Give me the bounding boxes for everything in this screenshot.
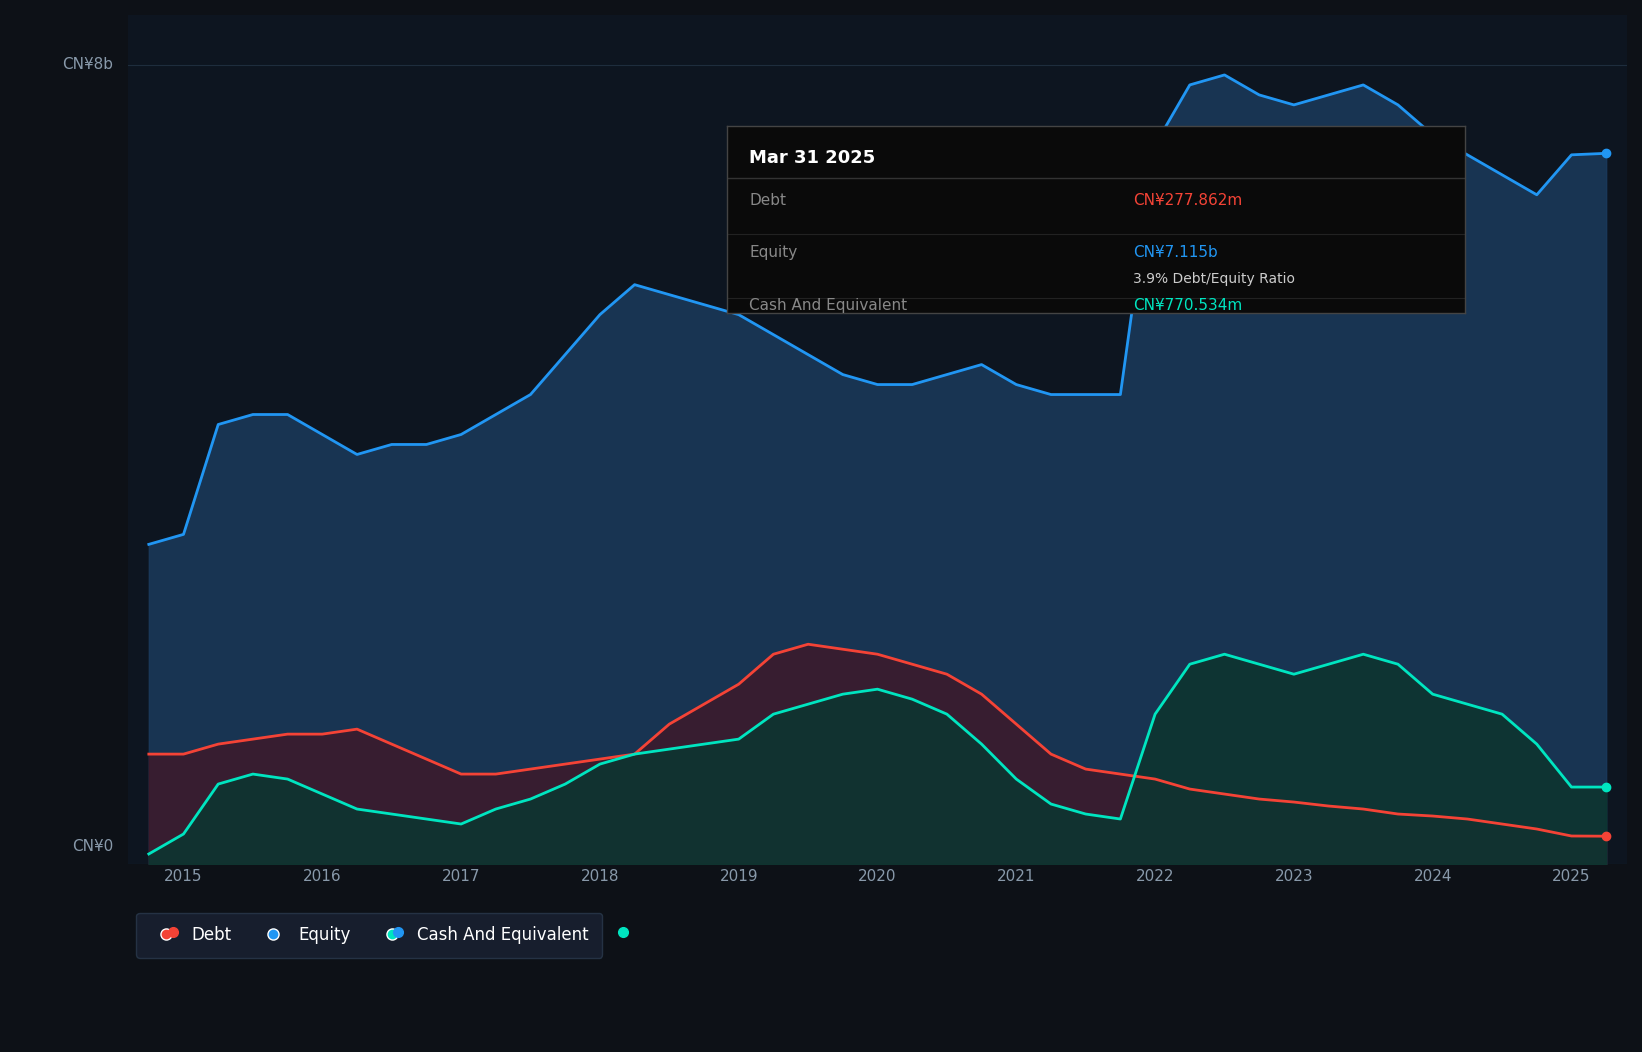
Legend: Debt, Equity, Cash And Equivalent: Debt, Equity, Cash And Equivalent <box>136 913 603 957</box>
Text: Cash And Equivalent: Cash And Equivalent <box>749 298 908 312</box>
Text: CN¥7.115b: CN¥7.115b <box>1133 245 1218 261</box>
Text: CN¥0: CN¥0 <box>72 839 113 854</box>
Text: Equity: Equity <box>749 245 798 261</box>
Text: CN¥8b: CN¥8b <box>62 58 113 73</box>
Text: CN¥770.534m: CN¥770.534m <box>1133 298 1243 312</box>
Text: Mar 31 2025: Mar 31 2025 <box>749 148 875 166</box>
Text: Debt: Debt <box>749 194 787 208</box>
Text: CN¥277.862m: CN¥277.862m <box>1133 194 1243 208</box>
Text: 3.9% Debt/Equity Ratio: 3.9% Debt/Equity Ratio <box>1133 272 1296 286</box>
